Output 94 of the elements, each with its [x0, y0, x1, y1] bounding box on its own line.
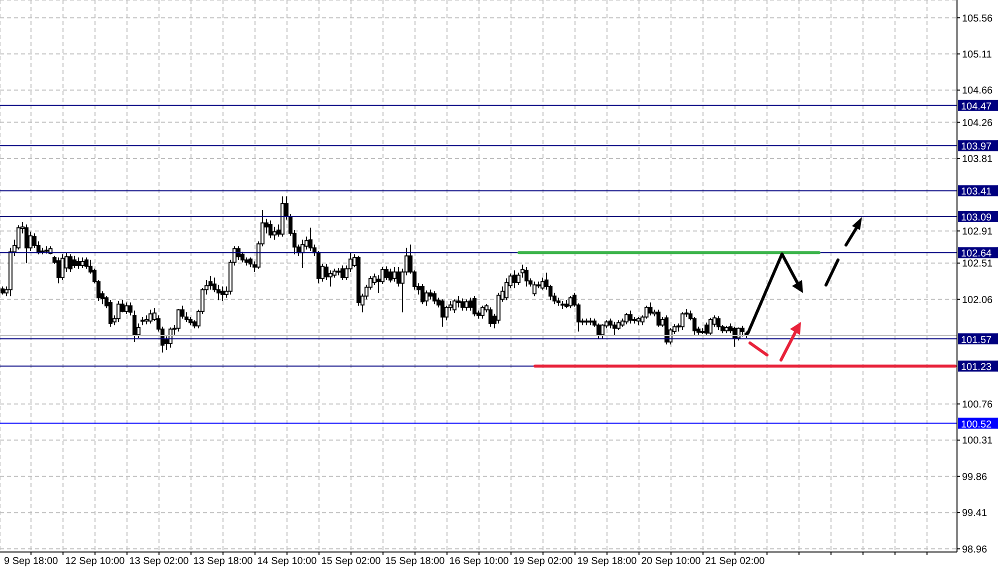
ref-line-label: 101.57	[961, 334, 992, 346]
candlestick	[208, 276, 212, 290]
x-tick-label: 9 Sep 18:00	[4, 556, 58, 568]
candlestick	[384, 266, 388, 281]
candlestick	[540, 277, 544, 290]
candlestick	[488, 306, 492, 328]
candlestick	[76, 256, 80, 270]
candlestick	[524, 266, 528, 287]
x-tick-label: 21 Sep 02:00	[705, 556, 766, 568]
candlestick	[708, 317, 712, 336]
ref-line-label: 103.09	[961, 212, 992, 224]
x-tick-label: 20 Sep 10:00	[641, 556, 702, 568]
candlestick	[248, 256, 252, 268]
ref-line-label: 101.23	[961, 362, 992, 374]
candlestick	[612, 321, 616, 336]
ref-line-label: 100.52	[961, 419, 992, 430]
candlestick	[680, 312, 684, 330]
candlestick	[456, 296, 460, 308]
x-tick-label: 13 Sep 18:00	[193, 556, 254, 568]
candlestick	[340, 265, 344, 281]
candlestick	[72, 255, 76, 268]
candlestick	[28, 231, 32, 252]
candlestick	[268, 220, 272, 239]
y-tick-label: 100.76	[962, 399, 994, 410]
x-tick-label: 14 Sep 10:00	[257, 556, 318, 568]
x-tick-label: 12 Sep 10:00	[65, 556, 126, 568]
candlestick	[624, 312, 628, 325]
candlestick	[148, 309, 152, 324]
ref-line-label: 104.47	[961, 101, 992, 112]
candlestick	[568, 296, 572, 309]
candlestick	[272, 226, 276, 240]
candlestick	[480, 305, 484, 320]
candlestick	[648, 302, 652, 316]
x-tick-label: 16 Sep 10:00	[449, 556, 510, 568]
x-tick-label: 15 Sep 02:00	[321, 556, 382, 568]
y-tick-label: 102.06	[962, 294, 994, 306]
x-tick-label: 19 Sep 18:00	[577, 556, 638, 568]
candlestick	[80, 256, 84, 268]
candlestick	[428, 289, 432, 300]
y-tick-label: 105.56	[962, 13, 994, 24]
candlestick	[124, 302, 128, 314]
candlestick	[424, 290, 428, 306]
candlestick	[468, 297, 472, 312]
candlestick	[532, 281, 536, 297]
y-tick-label: 100.31	[962, 436, 994, 447]
candlestick	[596, 322, 600, 340]
candlestick	[308, 227, 312, 252]
candlestick	[388, 268, 392, 283]
candlestick	[176, 308, 180, 332]
y-tick-label: 104.26	[962, 118, 994, 129]
candlestick	[716, 316, 720, 330]
candlestick	[460, 298, 464, 312]
candlestick	[704, 322, 708, 336]
candlestick	[56, 256, 60, 284]
candlestick	[432, 290, 436, 305]
y-tick-label: 105.11	[962, 49, 992, 60]
candlestick	[116, 300, 120, 322]
candlestick	[600, 324, 604, 340]
candlestick	[60, 254, 64, 281]
candlestick	[740, 325, 744, 337]
candlestick	[472, 296, 476, 317]
y-tick-label: 103.81	[962, 154, 994, 166]
y-tick-label: 102.91	[962, 226, 994, 238]
candlestick	[220, 286, 224, 302]
candlestick	[504, 278, 508, 301]
y-tick-label: 99.86	[962, 472, 988, 483]
y-tick-label: 102.51	[962, 258, 994, 270]
ref-line-label: 102.64	[961, 248, 992, 260]
candlestick	[396, 266, 400, 287]
y-tick-label: 98.96	[962, 544, 988, 556]
candlestick	[300, 239, 304, 268]
candlestick	[328, 270, 332, 287]
x-tick-label: 15 Sep 18:00	[385, 556, 446, 568]
candlestick	[656, 309, 660, 328]
y-tick-label: 104.66	[962, 86, 994, 97]
ref-line-label: 103.97	[961, 142, 992, 153]
y-tick-label: 99.41	[962, 508, 988, 520]
ref-line-label: 103.41	[961, 186, 992, 198]
candlestick	[512, 270, 516, 289]
x-tick-label: 19 Sep 02:00	[513, 556, 574, 568]
candlestick	[24, 224, 28, 264]
candlestick	[440, 298, 444, 328]
candlestick	[236, 246, 240, 260]
candlestick	[628, 310, 632, 324]
candlestick	[732, 326, 736, 348]
x-tick-label: 13 Sep 02:00	[129, 556, 190, 568]
candlestick	[420, 284, 424, 305]
candlestick	[68, 254, 72, 272]
candlestick	[392, 266, 396, 282]
candlestick	[736, 327, 740, 341]
candlestick	[464, 298, 468, 312]
candlestick	[452, 298, 456, 314]
candlestick	[84, 256, 88, 270]
candlestick	[108, 300, 112, 328]
